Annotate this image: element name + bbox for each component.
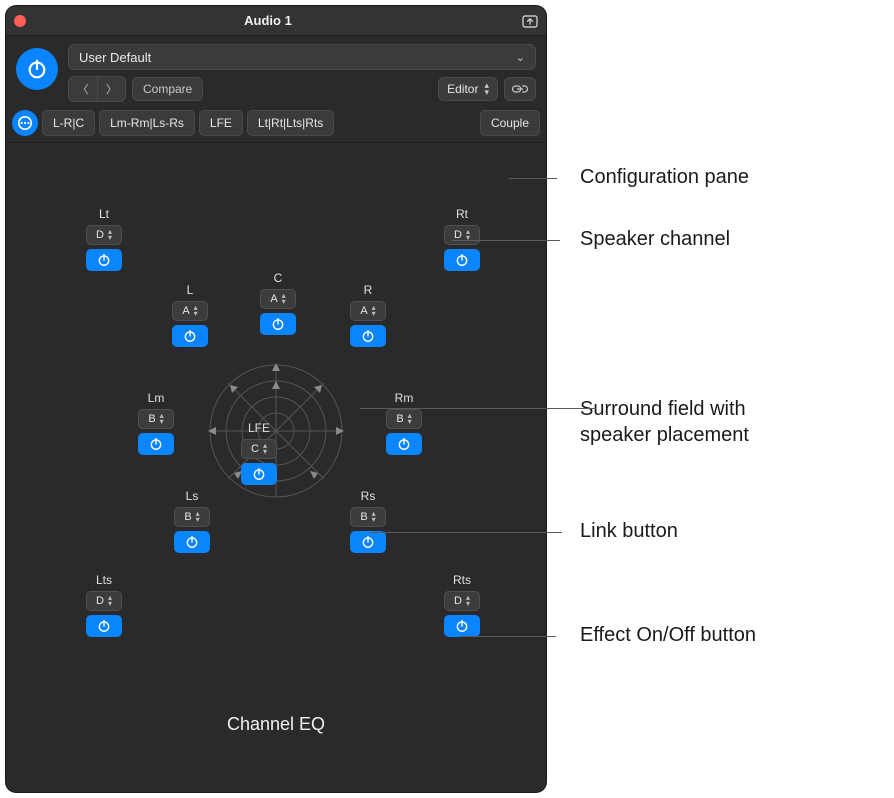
callout-speaker: Speaker channel (580, 228, 730, 251)
updown-icon: ▴▾ (408, 413, 412, 425)
speaker-group-select[interactable]: D▴▾ (86, 225, 122, 245)
lfe-label: LFE (248, 421, 270, 435)
speaker-power-button[interactable] (138, 433, 174, 455)
speaker-l: L A▴▾ (168, 283, 212, 347)
preset-label: User Default (79, 50, 151, 65)
speaker-label: Lt (99, 207, 109, 221)
speaker-label: Rt (456, 207, 468, 221)
updown-icon: ▴▾ (160, 413, 164, 425)
tab-lrc[interactable]: L-R|C (42, 110, 95, 136)
speaker-power-button[interactable] (350, 325, 386, 347)
speaker-label: Ls (186, 489, 199, 503)
speaker-power-button[interactable] (444, 249, 480, 271)
speaker-group-select[interactable]: A▴▾ (172, 301, 208, 321)
speaker-label: Rts (453, 573, 471, 587)
speaker-lfe: LFE C ▴▾ (236, 421, 282, 485)
callout-config: Configuration pane (580, 166, 749, 189)
config-menu-button[interactable] (12, 110, 38, 136)
couple-button[interactable]: Couple (480, 110, 540, 136)
speaker-group-select[interactable]: B▴▾ (138, 409, 174, 429)
speaker-label: C (274, 271, 283, 285)
popout-icon[interactable] (522, 14, 538, 28)
speaker-group-select[interactable]: A▴▾ (260, 289, 296, 309)
surround-panel: LFE C ▴▾ Channel EQ LtD▴▾RtD▴▾LA▴▾CA▴▾RA… (6, 143, 546, 753)
callout-surround: Surround field with speaker placement (580, 396, 820, 448)
speaker-rm: Rm B▴▾ (382, 391, 426, 455)
speaker-lt: Lt D▴▾ (82, 207, 126, 271)
sidechain-link-button[interactable] (504, 77, 536, 101)
plugin-header: User Default ⌄ 〈 〉 Compare Editor ▴▾ (6, 36, 546, 106)
speaker-power-button[interactable] (386, 433, 422, 455)
chevron-down-icon: ⌄ (516, 51, 525, 64)
window-title: Audio 1 (14, 13, 522, 28)
plugin-window: Audio 1 User Default ⌄ 〈 〉 (6, 6, 546, 792)
speaker-group-select[interactable]: B▴▾ (350, 507, 386, 527)
speaker-r: R A▴▾ (346, 283, 390, 347)
speaker-group-select[interactable]: D▴▾ (86, 591, 122, 611)
speaker-label: Lm (148, 391, 165, 405)
callout-effect: Effect On/Off button (580, 624, 756, 647)
lfe-group-select[interactable]: C ▴▾ (241, 439, 277, 459)
speaker-label: Rm (395, 391, 414, 405)
compare-button[interactable]: Compare (132, 77, 203, 101)
updown-icon: ▴▾ (372, 511, 376, 523)
speaker-group-select[interactable]: D▴▾ (444, 225, 480, 245)
speaker-label: Lts (96, 573, 112, 587)
speaker-label: L (187, 283, 194, 297)
speaker-group-select[interactable]: B▴▾ (174, 507, 210, 527)
plugin-power-button[interactable] (16, 48, 58, 90)
preset-next-button[interactable]: 〉 (97, 77, 125, 101)
titlebar: Audio 1 (6, 6, 546, 36)
lfe-power-button[interactable] (241, 463, 277, 485)
speaker-power-button[interactable] (260, 313, 296, 335)
config-tabbar: L-R|C Lm-Rm|Ls-Rs LFE Lt|Rt|Lts|Rts Coup… (6, 106, 546, 143)
speaker-group-select[interactable]: B▴▾ (386, 409, 422, 429)
view-select[interactable]: Editor ▴▾ (438, 77, 498, 101)
updown-icon: ▴▾ (196, 511, 200, 523)
speaker-power-button[interactable] (172, 325, 208, 347)
updown-icon: ▴▾ (282, 293, 286, 305)
plugin-name: Channel EQ (6, 714, 546, 735)
speaker-lm: Lm B▴▾ (134, 391, 178, 455)
speaker-power-button[interactable] (86, 615, 122, 637)
speaker-group-select[interactable]: D▴▾ (444, 591, 480, 611)
speaker-power-button[interactable] (444, 615, 480, 637)
updown-icon: ▴▾ (194, 305, 198, 317)
updown-icon: ▴▾ (484, 82, 489, 96)
tab-lmrm[interactable]: Lm-Rm|Ls-Rs (99, 110, 195, 136)
speaker-label: Rs (361, 489, 376, 503)
speaker-ls: Ls B▴▾ (170, 489, 214, 553)
preset-prev-next: 〈 〉 (68, 76, 126, 102)
updown-icon: ▴▾ (263, 443, 267, 455)
updown-icon: ▴▾ (108, 595, 112, 607)
speaker-power-button[interactable] (174, 531, 210, 553)
speaker-rs: Rs B▴▾ (346, 489, 390, 553)
speaker-power-button[interactable] (86, 249, 122, 271)
tab-lfe[interactable]: LFE (199, 110, 243, 136)
tab-ltrt[interactable]: Lt|Rt|Lts|Rts (247, 110, 334, 136)
preset-select[interactable]: User Default ⌄ (68, 44, 536, 70)
speaker-lts: Lts D▴▾ (82, 573, 126, 637)
speaker-rts: Rts D▴▾ (440, 573, 484, 637)
speaker-label: R (364, 283, 373, 297)
speaker-c: C A▴▾ (256, 271, 300, 335)
preset-prev-button[interactable]: 〈 (69, 77, 97, 101)
updown-icon: ▴▾ (372, 305, 376, 317)
updown-icon: ▴▾ (466, 595, 470, 607)
callout-link: Link button (580, 520, 678, 543)
updown-icon: ▴▾ (108, 229, 112, 241)
speaker-rt: Rt D▴▾ (440, 207, 484, 271)
speaker-power-button[interactable] (350, 531, 386, 553)
speaker-group-select[interactable]: A▴▾ (350, 301, 386, 321)
